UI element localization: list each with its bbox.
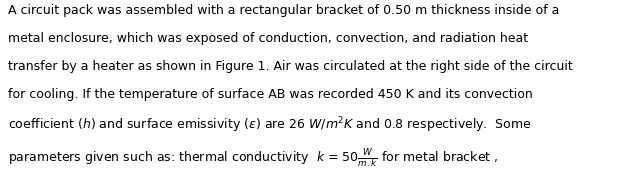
Text: for cooling. If the temperature of surface AB was recorded 450 K and its convect: for cooling. If the temperature of surfa…: [8, 88, 532, 101]
Text: A circuit pack was assembled with a rectangular bracket of 0.50 m thickness insi: A circuit pack was assembled with a rect…: [8, 4, 559, 17]
Text: coefficient ($h$) and surface emissivity ($\varepsilon$) are 26 $W/m^2K$ and 0.8: coefficient ($h$) and surface emissivity…: [8, 116, 531, 135]
Text: metal enclosure, which was exposed of conduction, convection, and radiation heat: metal enclosure, which was exposed of co…: [8, 32, 528, 45]
Text: transfer by a heater as shown in Figure 1. Air was circulated at the right side : transfer by a heater as shown in Figure …: [8, 60, 572, 73]
Text: parameters given such as: thermal conductivity  $k$ = 50$\frac{W}{m.k}$ for meta: parameters given such as: thermal conduc…: [8, 148, 498, 169]
